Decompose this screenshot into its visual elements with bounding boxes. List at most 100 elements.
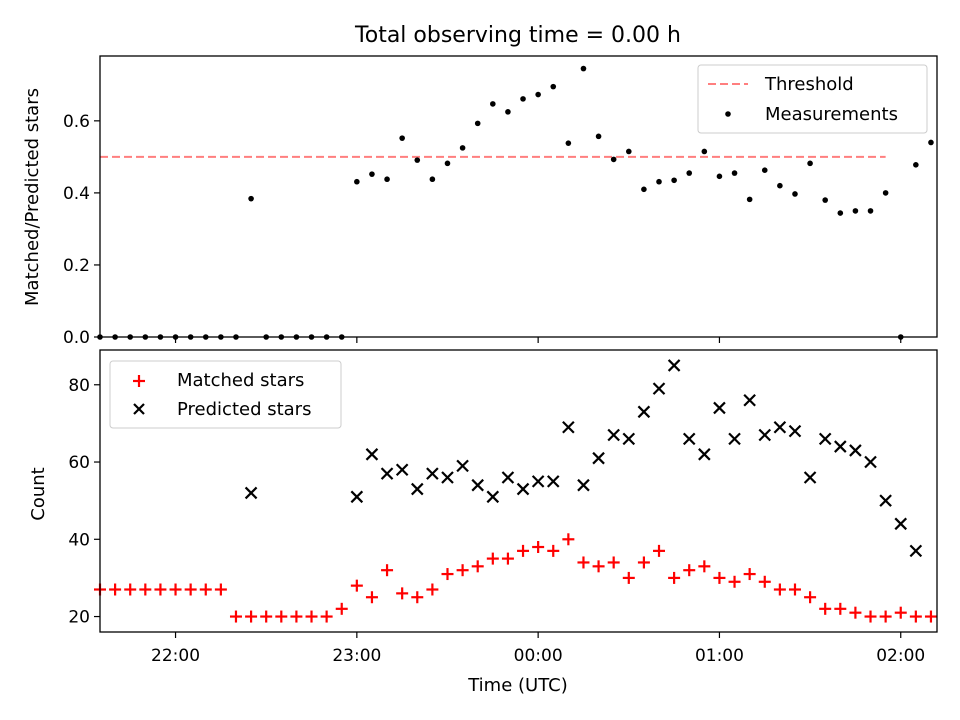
measurement-point xyxy=(822,197,828,203)
matched-star-point xyxy=(698,560,711,573)
matched-star-point xyxy=(834,602,847,615)
matched-star-point xyxy=(713,571,726,584)
predicted-star-point xyxy=(713,401,726,415)
predicted-star-point xyxy=(562,420,575,434)
bottom-y-axis-label: Count xyxy=(28,467,49,520)
matched-star-point xyxy=(350,579,363,592)
measurement-point xyxy=(686,170,693,176)
matched-star-point xyxy=(229,610,242,623)
matched-star-point xyxy=(411,591,424,604)
matched-star-point xyxy=(653,544,666,557)
predicted-star-point xyxy=(592,451,605,465)
matched-star-point xyxy=(788,583,801,596)
matched-star-point xyxy=(396,587,409,600)
measurement-point xyxy=(444,160,451,167)
measurement-point xyxy=(429,176,436,183)
predicted-star-point xyxy=(773,420,787,434)
top-x-ticks xyxy=(174,337,902,343)
predicted-star-point xyxy=(864,455,877,469)
measurement-point xyxy=(852,208,859,214)
matched-star-point xyxy=(668,571,681,584)
matched-star-point xyxy=(547,544,560,557)
top-plot-area xyxy=(97,65,934,340)
legend-matched-label: Matched stars xyxy=(177,370,304,391)
matched-star-point xyxy=(577,556,590,569)
top-axes-frame xyxy=(99,55,938,338)
predicted-star-point xyxy=(486,490,500,504)
predicted-star-point xyxy=(531,475,545,488)
measurement-point xyxy=(671,177,677,184)
predicted-star-point xyxy=(909,544,923,558)
measurement-point xyxy=(565,140,572,146)
predicted-star-point xyxy=(622,432,636,446)
matched-star-point xyxy=(184,583,197,596)
matched-star-point xyxy=(199,583,212,596)
matched-star-point xyxy=(381,564,394,577)
matched-star-point xyxy=(335,602,348,615)
predicted-star-point xyxy=(758,428,772,442)
matched-star-point xyxy=(637,556,650,569)
matched-star-point xyxy=(109,583,122,596)
matched-star-point xyxy=(320,610,333,623)
predicted-star-point xyxy=(577,478,590,492)
matched-star-point xyxy=(290,610,303,623)
legend-predicted-swatch xyxy=(133,403,145,415)
top-chart-title: Total observing time = 0.00 h xyxy=(354,23,681,48)
measurement-point xyxy=(641,186,647,193)
measurement-point xyxy=(248,195,254,202)
predicted-star-point xyxy=(894,517,908,531)
measurement-point xyxy=(414,157,421,163)
predicted-star-point xyxy=(380,467,394,480)
predicted-star-point xyxy=(410,482,424,496)
predicted-star-point xyxy=(652,382,666,395)
measurement-point xyxy=(701,148,708,155)
matched-star-point xyxy=(139,583,152,596)
bottom-plot-area xyxy=(94,359,937,623)
predicted-star-point xyxy=(350,490,364,504)
measurement-point xyxy=(354,178,360,185)
matched-star-point xyxy=(169,583,182,596)
predicted-star-point xyxy=(516,482,530,496)
matched-star-point xyxy=(305,610,318,623)
top-legend: Threshold Measurements xyxy=(697,64,928,134)
predicted-star-point xyxy=(501,471,515,484)
matched-star-point xyxy=(743,568,756,581)
measurement-point xyxy=(761,167,768,174)
matched-star-point xyxy=(728,575,741,588)
matched-star-point xyxy=(245,610,258,623)
matched-star-point xyxy=(426,583,439,596)
matched-star-point xyxy=(879,610,892,623)
matched-star-point xyxy=(924,610,937,623)
measurement-point xyxy=(837,210,844,216)
legend-measurements-swatch xyxy=(725,111,731,117)
matched-star-point xyxy=(683,564,696,577)
bottom-ytick-label: 60 xyxy=(68,453,90,473)
matched-star-point xyxy=(532,541,545,554)
predicted-star-point xyxy=(849,444,862,457)
measurement-point xyxy=(595,133,602,140)
matched-star-point xyxy=(517,544,530,557)
matched-star-point xyxy=(260,610,273,623)
measurement-point xyxy=(399,135,405,141)
top-legend-box xyxy=(697,64,928,134)
legend-matched-swatch xyxy=(133,375,145,387)
legend-predicted-label: Predicted stars xyxy=(177,399,311,420)
measurement-point xyxy=(580,65,587,72)
measurement-point xyxy=(535,91,541,98)
bottom-ytick-label: 80 xyxy=(68,376,90,396)
bottom-y-ticks: 20 40 60 80 xyxy=(68,376,100,628)
predicted-star-point xyxy=(698,448,711,461)
bottom-axes-frame xyxy=(99,349,938,633)
measurement-point xyxy=(610,156,617,163)
matched-star-point xyxy=(804,591,817,604)
bottom-legend: Matched stars Predicted stars xyxy=(109,360,342,429)
bottom-xtick-label: 23:00 xyxy=(332,646,381,666)
bottom-panel: 20 40 60 80 22:00 23:00 00:00 01:00 02:00 Count… xyxy=(28,349,938,696)
measurement-point xyxy=(625,148,632,155)
measurement-point xyxy=(777,182,783,189)
measurement-point xyxy=(656,178,662,185)
measurement-point xyxy=(369,171,375,177)
predicted-star-point xyxy=(788,424,802,438)
top-ytick-label: 0.0 xyxy=(63,328,90,348)
matched-star-point xyxy=(456,564,469,577)
